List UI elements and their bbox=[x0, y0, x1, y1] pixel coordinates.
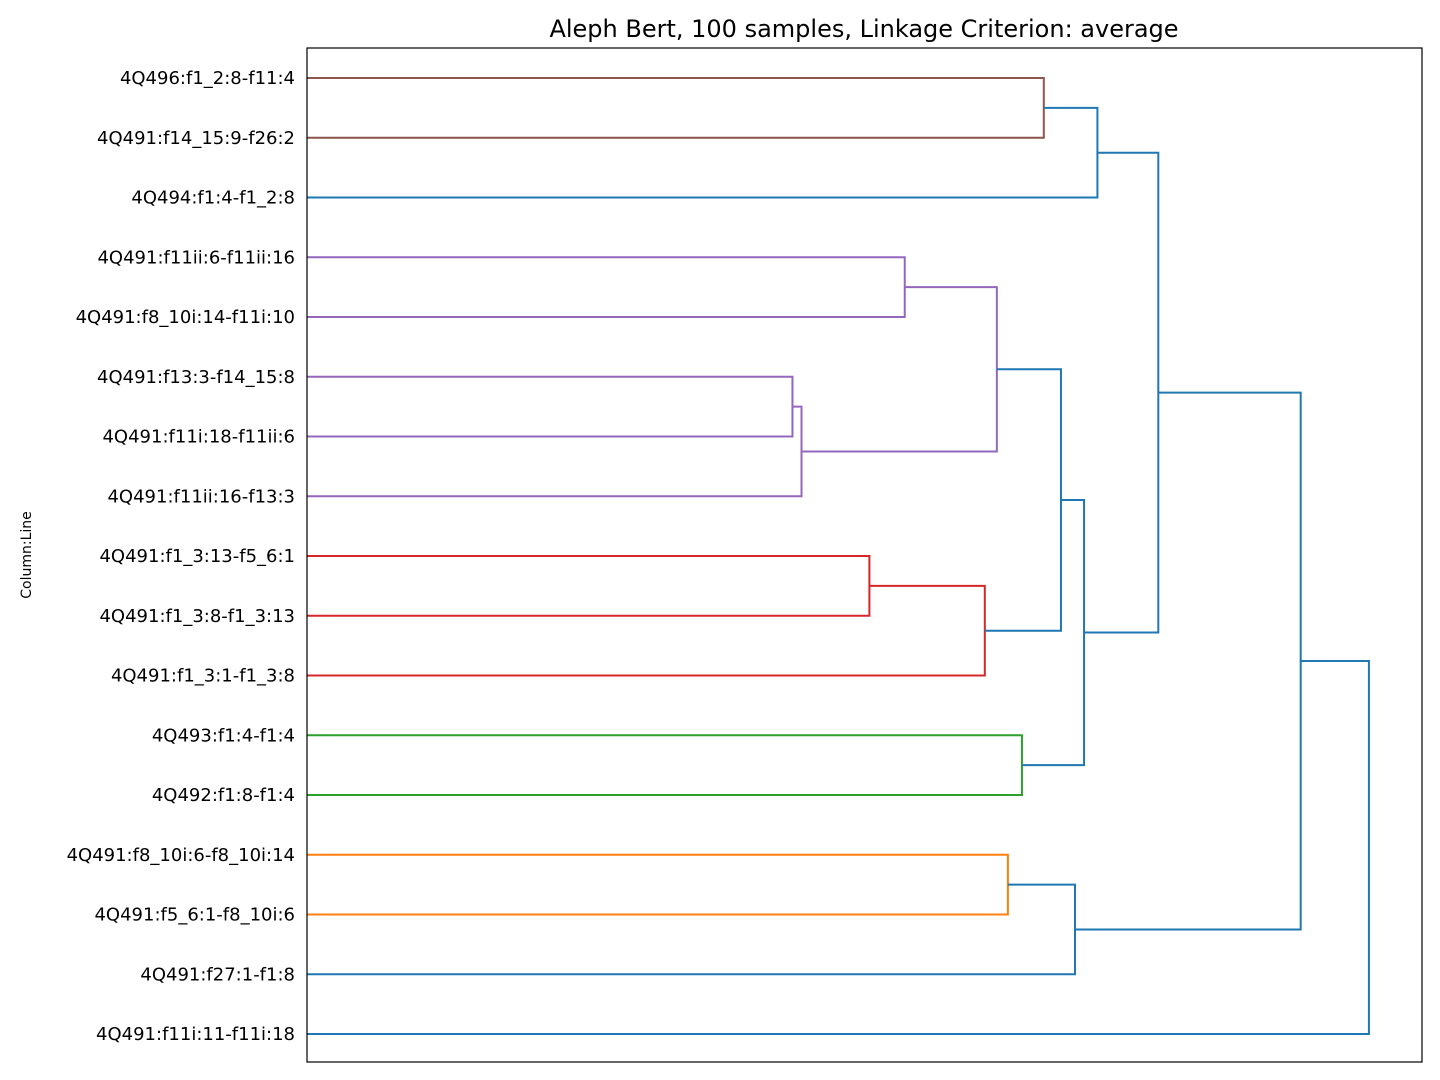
leaf-label: 4Q493:f1:4-f1:4 bbox=[152, 725, 295, 746]
dendrogram-link bbox=[1021, 498, 1086, 767]
leaf-label: 4Q491:f27:1-f1:8 bbox=[140, 964, 295, 985]
dendrogram-link bbox=[307, 883, 1077, 976]
leaf-label: 4Q496:f1_2:8-f11:4 bbox=[120, 68, 295, 89]
leaf-labels: 4Q496:f1_2:8-f11:4 4Q491:f14_15:9-f26:2 4Q… bbox=[67, 68, 295, 1045]
leaf-label: 4Q491:f11i:18-f11ii:6 bbox=[102, 427, 295, 448]
dendrogram-link bbox=[307, 853, 1009, 916]
dendrogram-link bbox=[1084, 151, 1160, 634]
dendrogram-link bbox=[307, 106, 1099, 199]
dendrogram-link bbox=[307, 584, 986, 677]
leaf-label: 4Q491:f1_3:1-f1_3:8 bbox=[111, 666, 295, 687]
dendrogram-link bbox=[801, 286, 998, 453]
leaf-label: 4Q491:f14_15:9-f26:2 bbox=[97, 128, 295, 149]
y-axis-label: Column:Line bbox=[19, 511, 35, 599]
dendrogram-link bbox=[307, 375, 794, 438]
leaf-label: 4Q491:f1_3:13-f5_6:1 bbox=[99, 546, 295, 567]
dendrogram-link bbox=[307, 405, 803, 498]
chart-title: Aleph Bert, 100 samples, Linkage Criteri… bbox=[549, 15, 1178, 43]
leaf-label: 4Q492:f1:8-f1:4 bbox=[152, 785, 295, 806]
dendrogram-link bbox=[307, 256, 906, 318]
leaf-label: 4Q491:f11ii:16-f13:3 bbox=[107, 486, 295, 507]
dendrogram-link bbox=[1075, 391, 1302, 931]
leaf-label: 4Q491:f11ii:6-f11ii:16 bbox=[97, 247, 295, 268]
dendrogram-link bbox=[307, 734, 1023, 796]
leaf-label: 4Q494:f1:4-f1_2:8 bbox=[131, 188, 295, 209]
leaf-label: 4Q491:f8_10i:6-f8_10i:14 bbox=[67, 845, 295, 866]
dendrogram-link bbox=[984, 368, 1062, 632]
leaf-label: 4Q491:f13:3-f14_15:8 bbox=[97, 367, 295, 388]
dendrogram-link bbox=[307, 77, 1045, 139]
plot-frame bbox=[306, 47, 1423, 1063]
leaf-label: 4Q491:f5_6:1-f8_10i:6 bbox=[94, 905, 295, 926]
leaf-label: 4Q491:f11i:11-f11i:18 bbox=[96, 1024, 295, 1045]
leaf-label: 4Q491:f1_3:8-f1_3:13 bbox=[99, 606, 295, 627]
leaf-label: 4Q491:f8_10i:14-f11i:10 bbox=[76, 307, 295, 328]
dendrogram-link bbox=[307, 660, 1370, 1035]
dendrogram-link bbox=[307, 555, 871, 617]
dendrogram-links bbox=[307, 77, 1370, 1035]
